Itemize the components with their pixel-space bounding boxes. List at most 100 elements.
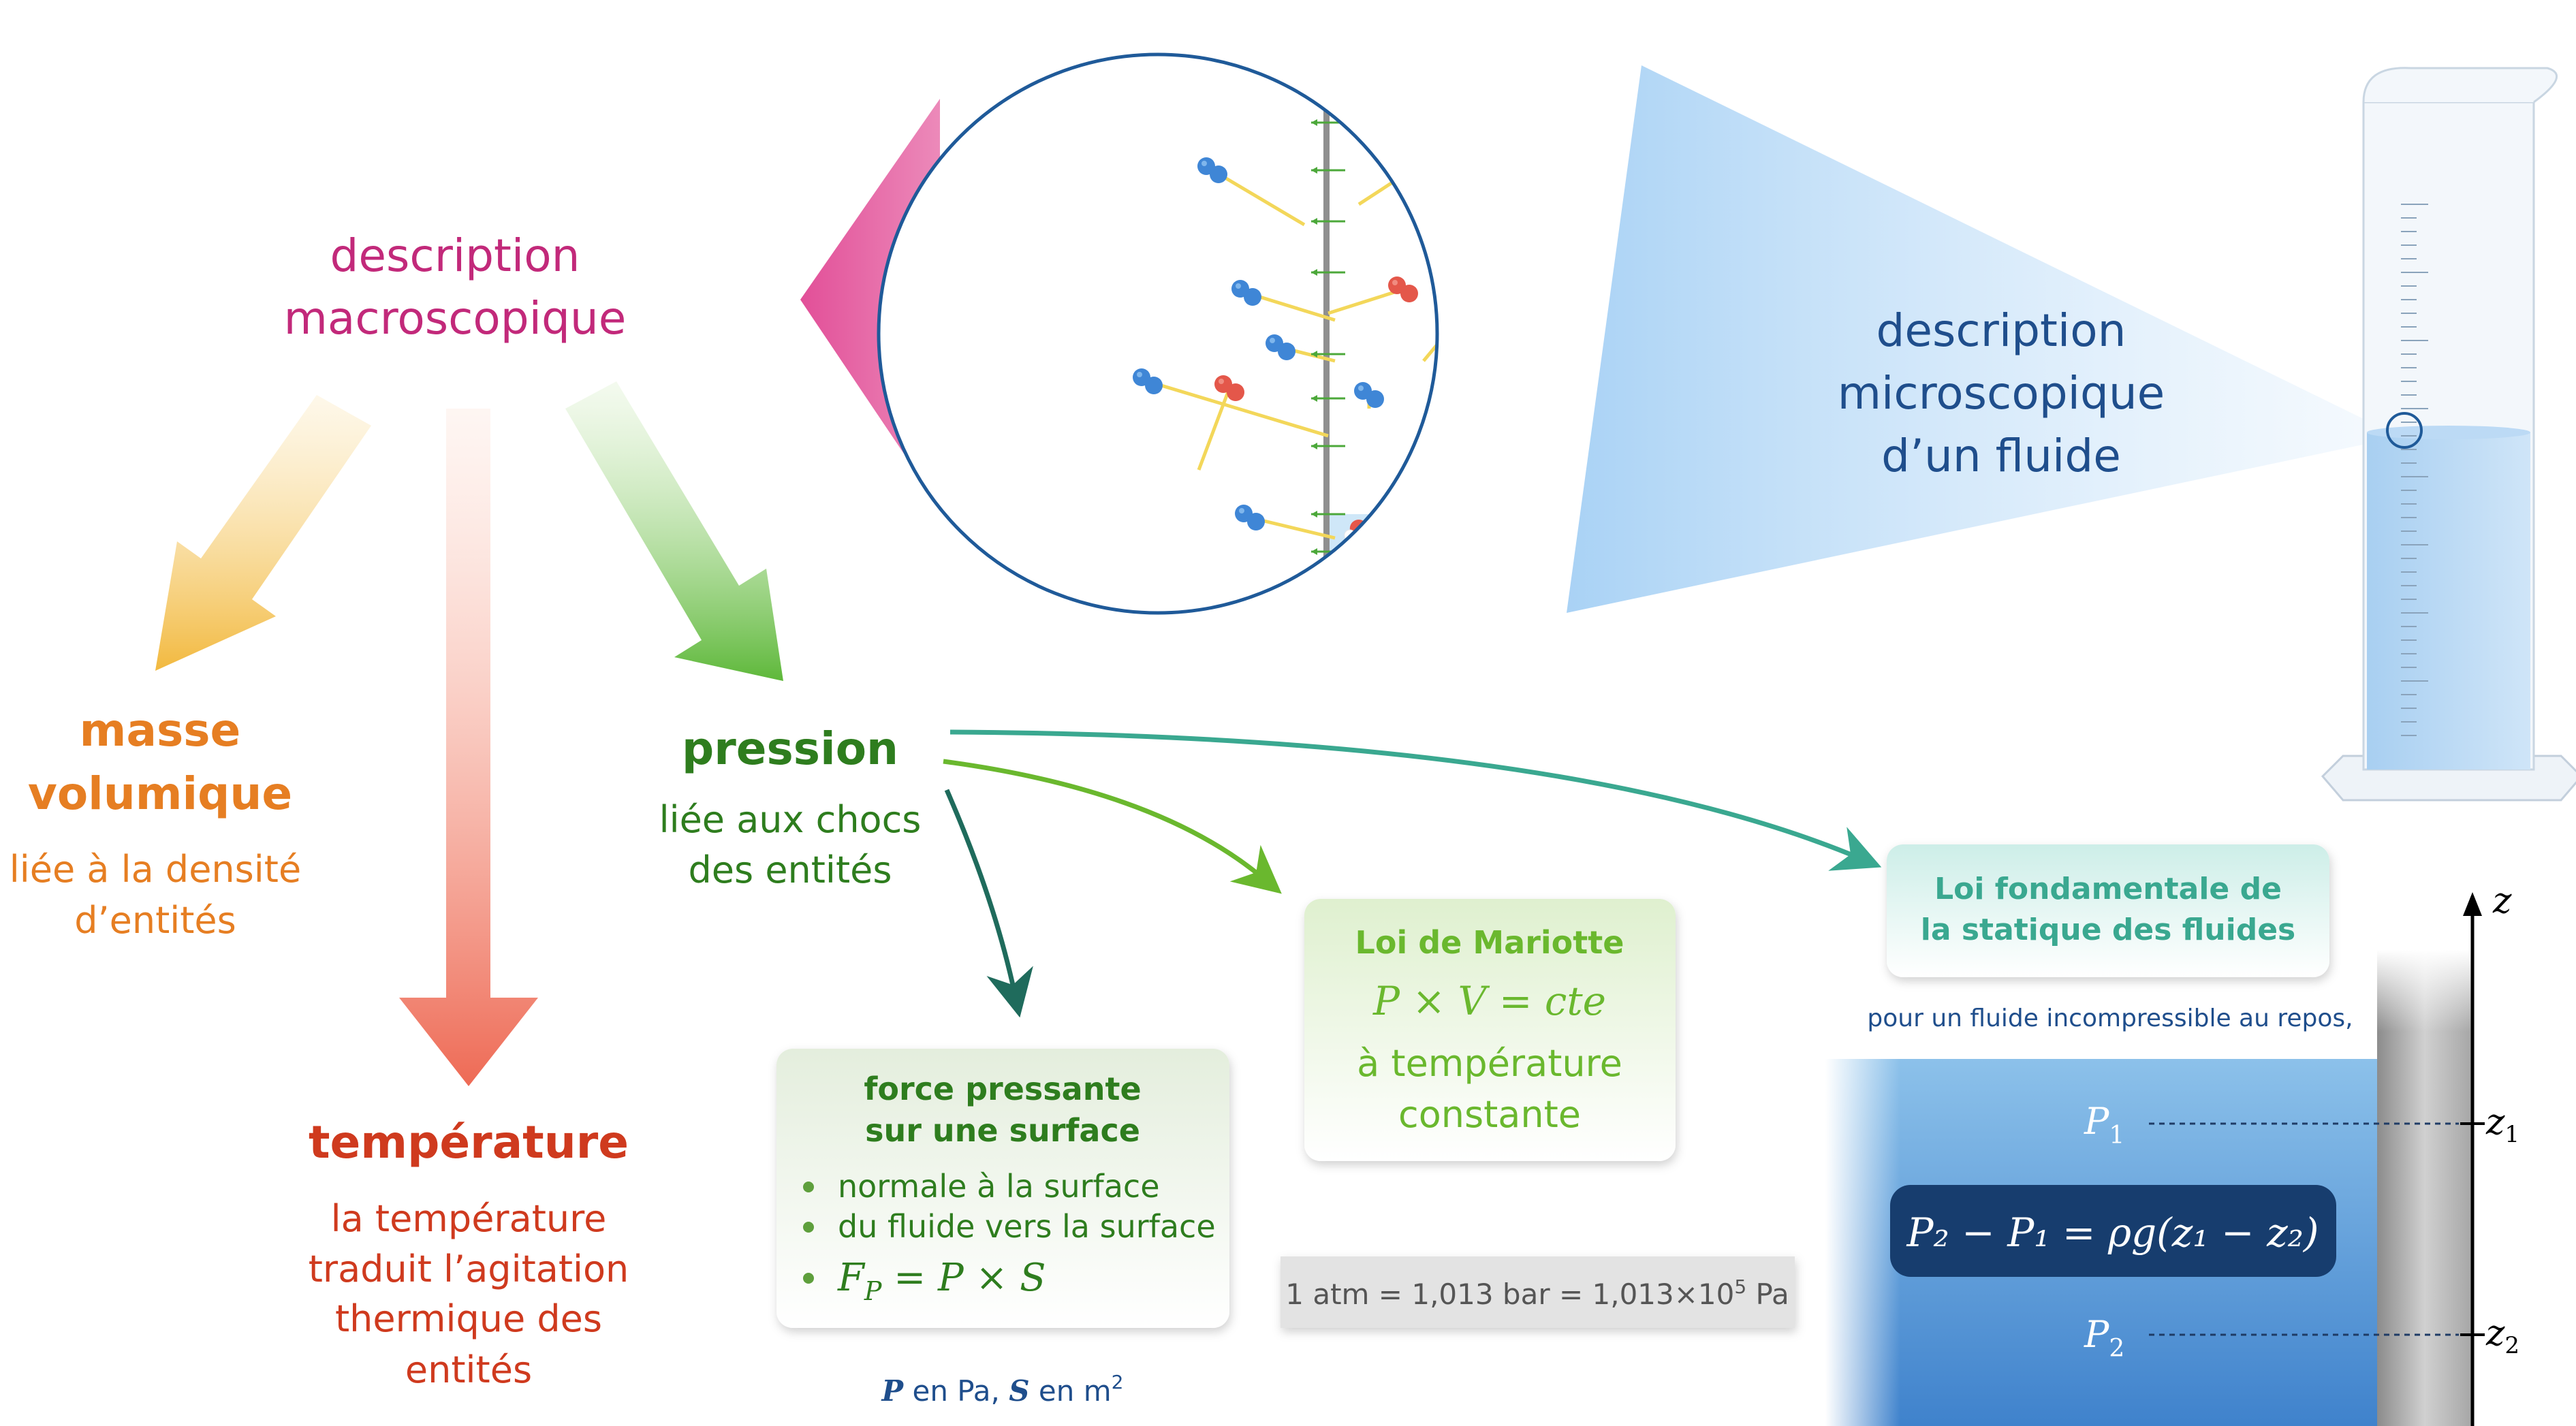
water-hydrogen [1648, 605, 1659, 616]
molecule-highlight [1239, 508, 1244, 513]
water-oxygen [1473, 599, 1491, 616]
water-oxygen [1494, 556, 1511, 573]
water-oxygen [1541, 631, 1559, 649]
water-hydrogen [1436, 683, 1447, 694]
water-oxygen [1667, 629, 1685, 646]
z1-label: z1 [2485, 1102, 2519, 1148]
water-hydrogen [1447, 529, 1458, 540]
water-oxygen [1548, 553, 1566, 571]
molecule-atom [1422, 140, 1437, 158]
molecule-atom [1247, 513, 1265, 530]
water-hydrogen [1454, 683, 1465, 694]
molecule-trail [1197, 387, 1231, 471]
water-oxygen [1584, 635, 1602, 652]
water-hydrogen [1359, 682, 1370, 693]
water-hydrogen [1364, 637, 1375, 648]
force-title-line1: force pressante [864, 1071, 1141, 1107]
statique-title-line1: Loi fondamentale de [1934, 872, 2282, 906]
water-hydrogen [1419, 641, 1430, 652]
molecule-highlight [1219, 379, 1224, 384]
water-oxygen [1688, 591, 1706, 609]
water-oxygen [1371, 556, 1389, 574]
force-box: force pressante sur une surface normale … [776, 1049, 1229, 1328]
water-hydrogen [1665, 682, 1676, 693]
water-oxygen [1562, 522, 1580, 540]
molecule-atom [1477, 266, 1494, 284]
force-units: P en Pa, S en m2 [881, 1371, 1124, 1408]
molecule-atom [1210, 165, 1227, 183]
water-oxygen [1409, 551, 1427, 569]
water-hydrogen [1701, 601, 1712, 612]
water-hydrogen [1454, 643, 1464, 654]
molecule-atom [1516, 33, 1534, 50]
water-hydrogen [1506, 566, 1517, 577]
water-hydrogen [1535, 674, 1545, 684]
water-hydrogen [1530, 608, 1541, 619]
arrow-to-temperature [399, 409, 538, 1086]
impulse-arrowhead [1311, 218, 1317, 225]
molecule-atom [1524, 348, 1542, 366]
graduated-cylinder [2321, 67, 2576, 802]
water-hydrogen [1402, 641, 1413, 652]
water-oxygen [1690, 674, 1708, 691]
water-hydrogen [1475, 572, 1486, 583]
water-oxygen [1505, 629, 1523, 647]
micro-label-line3: d’un fluide [1881, 430, 2121, 482]
water-hydrogen [1513, 608, 1524, 619]
water-oxygen [1398, 674, 1415, 691]
molecule-highlight [1426, 144, 1432, 149]
masse-title-line2: volumique [28, 767, 292, 820]
water-hydrogen [1410, 684, 1421, 695]
water-hydrogen [1683, 601, 1694, 612]
water-hydrogen [1500, 639, 1511, 650]
impulse-arrowhead [1311, 511, 1317, 518]
water-hydrogen [1702, 684, 1713, 695]
water-hydrogen [1648, 682, 1659, 693]
water-oxygen [1388, 597, 1407, 613]
water-hydrogen [1684, 684, 1695, 695]
water-oxygen [1370, 627, 1387, 644]
p1-label: P1 [2084, 1100, 2124, 1150]
impulse-arrowhead [1311, 586, 1317, 592]
molecule-atom [1244, 288, 1261, 306]
water-oxygen [1350, 592, 1368, 610]
impulse-arrowhead [1311, 119, 1317, 126]
water-hydrogen [1403, 561, 1415, 573]
water-oxygen [1459, 633, 1477, 650]
molecule-atom [1366, 390, 1384, 408]
molecule-atom [1395, 55, 1413, 73]
temperature-sub-line2: traduit l’agitation [309, 1248, 629, 1290]
molecule-highlight [1270, 338, 1275, 343]
pression-title: pression [682, 723, 898, 775]
mariotte-formula: P × V = cte [1372, 978, 1606, 1024]
water-hydrogen [1383, 566, 1395, 578]
water-hydrogen [1518, 528, 1528, 539]
macro-label-line2: macroscopique [284, 292, 627, 345]
water-hydrogen [1543, 563, 1554, 574]
mariotte-title: Loi de Mariotte [1355, 924, 1624, 961]
water-hydrogen [1556, 678, 1567, 688]
water-oxygen [1473, 523, 1491, 541]
statique-formula: P₂ − P₁ = ρg(z₁ − z₂) [1906, 1209, 2319, 1256]
water-hydrogen [1554, 641, 1565, 652]
water-hydrogen [1428, 602, 1437, 613]
water-hydrogen [1345, 601, 1357, 613]
molecule-atom [1227, 383, 1244, 401]
force-title-line2: sur une surface [865, 1112, 1140, 1149]
water-hydrogen [1597, 645, 1607, 656]
zoom-beam [1567, 65, 2404, 613]
statique-note: pour un fluide incompressible au repos, [1867, 1004, 2353, 1032]
molecule-atom [1489, 274, 1507, 292]
molecule-highlight [1392, 280, 1398, 285]
water-hydrogen [1471, 643, 1482, 654]
water-oxygen [1603, 667, 1621, 685]
water-hydrogen [1666, 605, 1677, 616]
arrow-to-force [944, 789, 1033, 1018]
water-hydrogen [1536, 641, 1547, 652]
molecule-trail [1211, 168, 1306, 227]
water-hydrogen [1616, 678, 1627, 688]
water-hydrogen [1639, 641, 1650, 652]
molecule-atom [1145, 377, 1163, 394]
water-hydrogen [1381, 526, 1394, 538]
z2-label: z2 [2485, 1313, 2519, 1359]
